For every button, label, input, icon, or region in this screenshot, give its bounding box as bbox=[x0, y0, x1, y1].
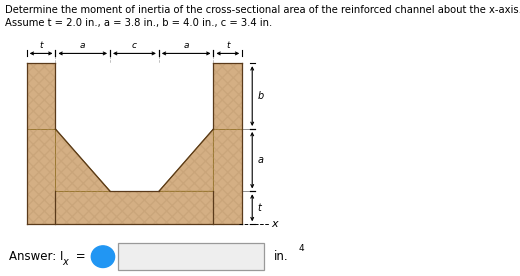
Polygon shape bbox=[213, 129, 242, 224]
Text: t: t bbox=[40, 41, 43, 50]
Text: b: b bbox=[257, 91, 264, 101]
Text: i: i bbox=[101, 252, 105, 262]
Polygon shape bbox=[27, 63, 56, 129]
Text: =: = bbox=[72, 250, 85, 263]
Text: a: a bbox=[80, 41, 85, 50]
Text: c: c bbox=[132, 41, 137, 50]
Polygon shape bbox=[27, 129, 56, 224]
FancyBboxPatch shape bbox=[119, 243, 264, 270]
Polygon shape bbox=[56, 129, 110, 191]
Text: 4: 4 bbox=[298, 245, 304, 253]
Polygon shape bbox=[213, 63, 242, 129]
Polygon shape bbox=[159, 129, 213, 191]
Text: in.: in. bbox=[274, 250, 288, 263]
Text: a: a bbox=[184, 41, 189, 50]
Circle shape bbox=[92, 246, 114, 267]
Text: t: t bbox=[257, 203, 261, 213]
Text: Assume t = 2.0 in., a = 3.8 in., b = 4.0 in., c = 3.4 in.: Assume t = 2.0 in., a = 3.8 in., b = 4.0… bbox=[5, 18, 272, 28]
Text: Determine the moment of inertia of the cross-sectional area of the reinforced ch: Determine the moment of inertia of the c… bbox=[5, 5, 520, 15]
Text: x: x bbox=[271, 219, 278, 229]
Text: x: x bbox=[62, 257, 68, 267]
Text: 1452.0646: 1452.0646 bbox=[124, 250, 196, 263]
Polygon shape bbox=[56, 191, 213, 224]
Text: a: a bbox=[257, 155, 263, 165]
Text: Answer: I: Answer: I bbox=[9, 250, 64, 263]
Text: t: t bbox=[226, 41, 229, 50]
